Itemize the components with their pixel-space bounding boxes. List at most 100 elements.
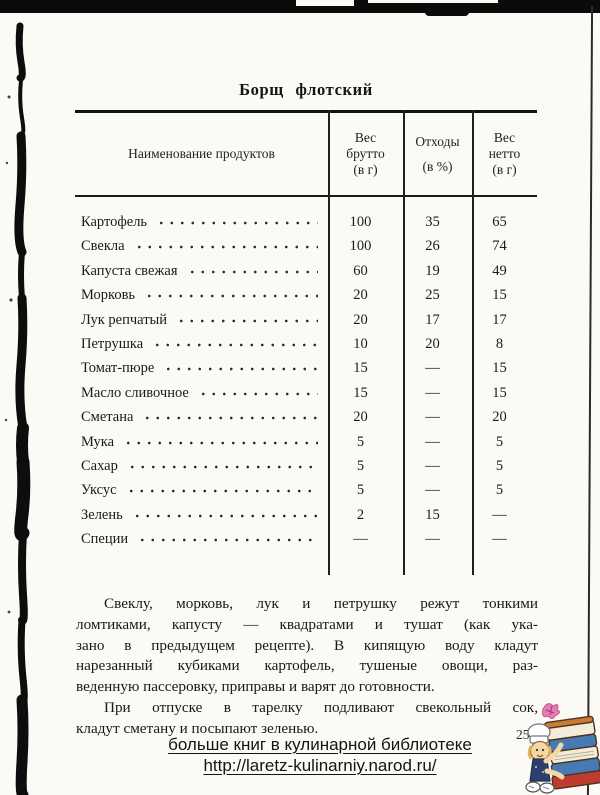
net-weight-value: 49 [492, 262, 507, 279]
product-name-cell: Масло сливочное [75, 385, 323, 402]
scan-artifact-top-edge [0, 0, 600, 16]
dot-leader [131, 512, 318, 519]
col-header-waste: Отходы (в %) [415, 133, 460, 174]
gross-weight-value: 5 [356, 482, 365, 499]
gross-weight-value: 20 [353, 287, 368, 304]
product-name-cell: Зелень [75, 507, 323, 524]
chef-character-icon [525, 723, 565, 794]
gross-weight-value: 20 [353, 409, 368, 426]
pink-scribble-icon [542, 703, 561, 719]
product-name: Уксус [81, 482, 117, 499]
waste-percent-value: — [425, 531, 440, 548]
table-row: Лук репчатый 20 17 17 [75, 312, 537, 336]
ingredients-table: Наименование продуктов Вес брутто (в г) … [75, 110, 537, 575]
recipe-title: Борщ флотский [239, 80, 373, 99]
product-name-cell: Уксус [75, 482, 323, 499]
product-name: Сахар [81, 457, 118, 474]
gross-weight-value: 100 [349, 214, 372, 230]
table-row: Масло сливочное 15 — 15 [75, 385, 537, 409]
product-name-cell: Петрушка [75, 336, 323, 353]
waste-percent-value: — [425, 409, 440, 426]
net-weight-value: 15 [492, 360, 507, 377]
dot-leader [163, 366, 318, 373]
product-name: Томат-пюре [81, 360, 155, 377]
col-header-products: Наименование продуктов [128, 146, 275, 161]
dot-leader [142, 415, 318, 422]
product-name-cell: Капуста свежая [75, 263, 323, 280]
net-weight-value: 74 [492, 238, 507, 255]
table-row: Морковь 20 25 15 [75, 287, 537, 311]
dot-leader [176, 317, 318, 324]
waste-percent-value: — [425, 384, 440, 401]
waste-percent-value: — [425, 360, 440, 377]
gross-weight-value: 10 [353, 335, 368, 352]
gross-weight-value: 15 [353, 360, 368, 377]
gross-weight-value: 20 [353, 311, 368, 328]
product-name: Капуста свежая [81, 262, 178, 279]
product-name: Морковь [81, 287, 136, 304]
table-row: Зелень 2 15 — [75, 507, 537, 531]
waste-percent-value: 25 [425, 287, 440, 304]
table-column-line [328, 110, 330, 575]
table-row: Сахар 5 — 5 [75, 458, 537, 482]
waste-percent-value: 19 [425, 262, 440, 279]
product-name: Сметана [81, 409, 134, 426]
library-link[interactable]: http://laretz-kulinarniy.narod.ru/ [203, 756, 437, 775]
product-name: Картофель [81, 214, 148, 230]
waste-percent-value: 20 [425, 335, 440, 352]
dot-leader [125, 488, 318, 495]
waste-percent-value: 15 [425, 506, 440, 523]
product-name: Петрушка [81, 335, 144, 352]
table-header-rule [75, 195, 537, 197]
footer: больше книг в кулинарной библиотеке http… [60, 735, 580, 776]
instruction-line: нарезанный кубиками картофель, тушеные о… [76, 657, 538, 675]
product-name: Свекла [81, 238, 125, 255]
table-row: Петрушка 10 20 8 [75, 336, 537, 360]
book-stack-icon [543, 715, 600, 790]
col-header-gross-weight: Вес брутто (в г) [346, 130, 385, 177]
gross-weight-value: 100 [349, 238, 372, 255]
table-body: Картофель 100 35 65 Свекла 100 26 74 Капуста све… [75, 214, 537, 555]
table-row: Картофель 100 35 65 [75, 214, 537, 238]
cooking-instructions: Свеклу, морковь, лук и петрушку режут то… [76, 594, 538, 740]
product-name-cell: Мука [75, 434, 323, 451]
net-weight-value: 15 [492, 287, 507, 304]
page-number: 25 [516, 727, 530, 742]
product-name-cell: Сметана [75, 409, 323, 426]
waste-percent-value: — [425, 457, 440, 474]
net-weight-value: 5 [495, 433, 504, 450]
net-weight-value: 20 [492, 409, 507, 426]
gross-weight-value: 5 [356, 457, 365, 474]
net-weight-value: 15 [492, 384, 507, 401]
instruction-line: веденную пассеровку, приправы и варят до… [76, 678, 435, 696]
table-row: Капуста свежая 60 19 49 [75, 263, 537, 287]
product-name-cell: Морковь [75, 287, 323, 304]
product-name: Специи [81, 531, 129, 548]
table-row: Томат-пюре 15 — 15 [75, 360, 537, 384]
instruction-line: Свеклу, морковь, лук и петрушку режут то… [104, 595, 538, 612]
table-row: Специи — — — [75, 531, 537, 555]
product-name-cell: Томат-пюре [75, 360, 323, 377]
product-name-cell: Лук репчатый [75, 312, 323, 329]
instruction-line: ломтиками, капусту — квадратами и тушат … [76, 615, 538, 633]
dot-leader [126, 463, 318, 470]
net-weight-value: 5 [495, 482, 504, 499]
net-weight-value: 17 [492, 311, 507, 328]
dot-leader [152, 341, 318, 348]
instruction-line: зано в предыдущем рецепте). В кипящую во… [76, 636, 538, 654]
product-name: Лук репчатый [81, 311, 168, 328]
table-top-rule [75, 110, 537, 113]
dot-leader [137, 537, 318, 544]
chef-with-books-illustration [525, 703, 600, 794]
gross-weight-value: 60 [353, 262, 368, 279]
dot-leader [197, 390, 318, 397]
library-caption: больше книг в кулинарной библиотеке [168, 735, 472, 754]
instruction-line: При отпуске в тарелку подливают свекольн… [104, 698, 538, 716]
product-name: Зелень [81, 506, 123, 523]
product-name: Мука [81, 433, 115, 450]
net-weight-value: — [492, 531, 507, 548]
product-name-cell: Специи [75, 531, 323, 548]
table-column-line [403, 110, 405, 575]
product-name-cell: Сахар [75, 458, 323, 475]
dot-leader [133, 244, 318, 251]
